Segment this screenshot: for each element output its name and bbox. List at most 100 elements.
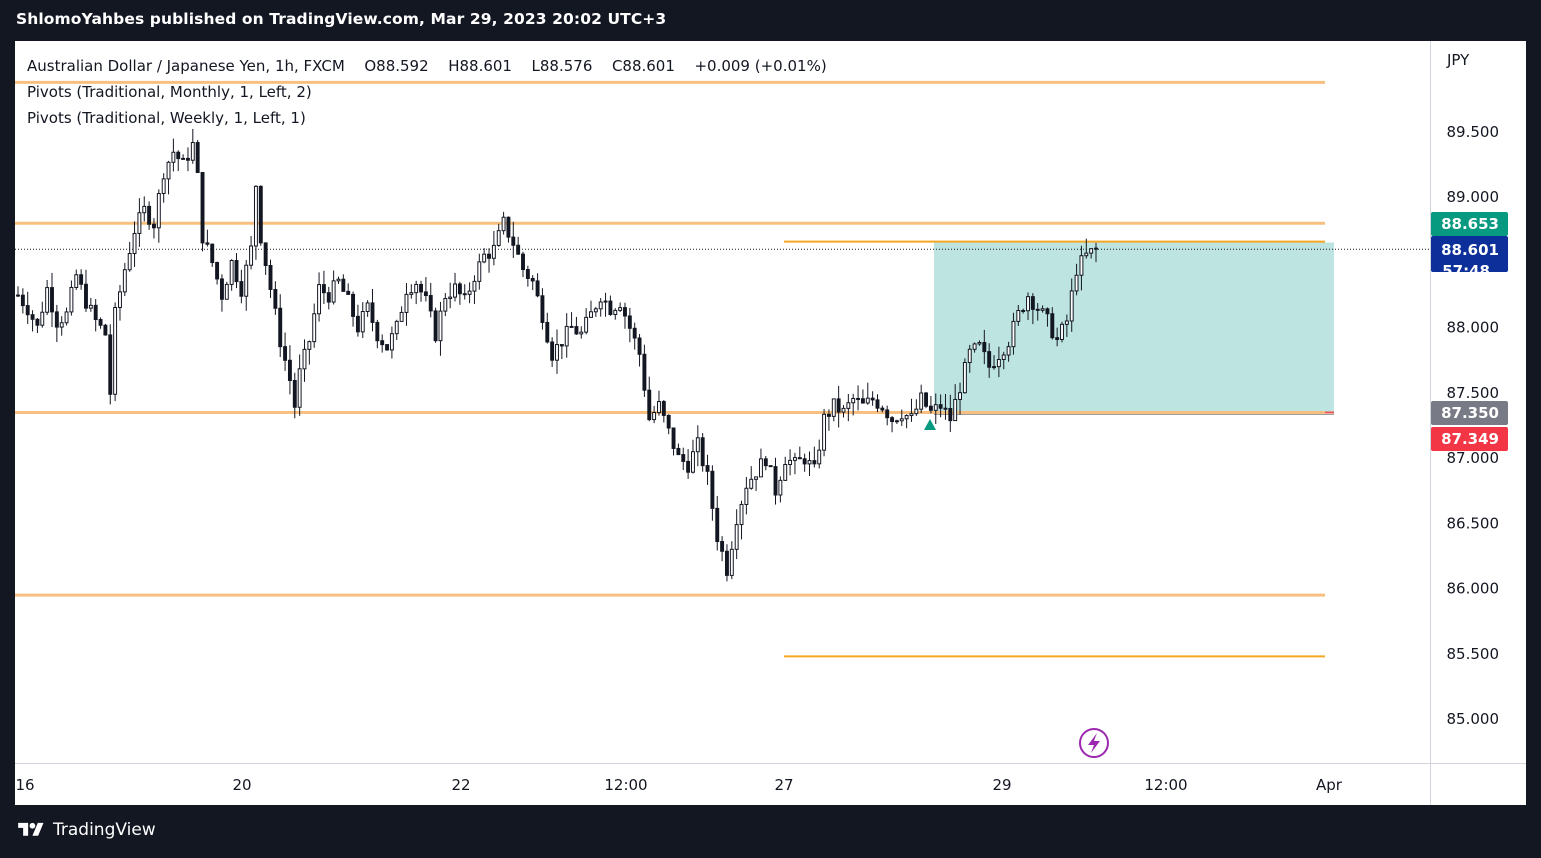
candle-body[interactable] <box>1001 354 1006 360</box>
candle-body[interactable] <box>462 293 467 296</box>
candle-body[interactable] <box>287 359 292 381</box>
candle-body[interactable] <box>297 368 302 408</box>
chart-panel[interactable]: Australian Dollar / Japanese Yen, 1h, FX… <box>15 41 1526 805</box>
candle-body[interactable] <box>831 398 836 417</box>
candle-body[interactable] <box>754 476 759 480</box>
candle-body[interactable] <box>710 470 715 509</box>
candle-body[interactable] <box>652 412 657 421</box>
candle-body[interactable] <box>700 437 705 467</box>
candle-body[interactable] <box>482 253 487 263</box>
candle-body[interactable] <box>1060 323 1064 340</box>
candle-body[interactable] <box>841 407 846 413</box>
candle-body[interactable] <box>768 465 773 468</box>
candle-body[interactable] <box>802 458 807 465</box>
candle-body[interactable] <box>686 460 691 473</box>
candle-body[interactable] <box>224 283 229 300</box>
candle-body[interactable] <box>244 264 249 297</box>
candle-body[interactable] <box>88 304 93 309</box>
candle-body[interactable] <box>1045 308 1050 315</box>
candle-body[interactable] <box>1089 248 1094 254</box>
candle-body[interactable] <box>846 402 851 409</box>
candle-body[interactable] <box>681 454 686 462</box>
candle-body[interactable] <box>79 274 84 285</box>
candle-body[interactable] <box>1055 337 1060 340</box>
candle-body[interactable] <box>351 293 356 317</box>
candle-body[interactable] <box>1021 309 1026 312</box>
candle-body[interactable] <box>389 333 394 351</box>
candle-body[interactable] <box>972 343 977 350</box>
candle-body[interactable] <box>1084 252 1089 257</box>
candle-body[interactable] <box>958 392 962 400</box>
candle-body[interactable] <box>496 230 501 246</box>
candle-body[interactable] <box>103 324 108 336</box>
candle-body[interactable] <box>584 316 589 333</box>
candle-body[interactable] <box>1035 308 1040 311</box>
candle-body[interactable] <box>205 242 210 245</box>
candle-body[interactable] <box>302 348 307 370</box>
candle-body[interactable] <box>521 253 525 271</box>
candle-body[interactable] <box>953 398 958 422</box>
candle-body[interactable] <box>404 293 409 313</box>
candle-body[interactable] <box>516 244 521 255</box>
indicator-legend-weekly[interactable]: Pivots (Traditional, Weekly, 1, Left, 1) <box>27 109 306 127</box>
candle-body[interactable] <box>506 216 511 238</box>
candle-body[interactable] <box>234 260 239 283</box>
candle-body[interactable] <box>924 392 929 407</box>
candle-body[interactable] <box>278 307 283 348</box>
candle-body[interactable] <box>603 300 608 303</box>
candle-body[interactable] <box>763 458 768 467</box>
candle-body[interactable] <box>758 458 763 478</box>
candle-body[interactable] <box>399 311 404 322</box>
candle-body[interactable] <box>724 550 729 576</box>
candle-body[interactable] <box>1079 255 1084 276</box>
candle-body[interactable] <box>836 398 841 413</box>
candle-body[interactable] <box>705 465 710 472</box>
candle-body[interactable] <box>637 337 642 355</box>
candle-body[interactable] <box>137 212 142 234</box>
candle-body[interactable] <box>851 397 856 404</box>
candle-body[interactable] <box>778 479 783 496</box>
candle-body[interactable] <box>1094 247 1098 250</box>
candle-body[interactable] <box>457 283 462 295</box>
candle-body[interactable] <box>84 283 88 309</box>
candle-body[interactable] <box>739 503 744 526</box>
candle-body[interactable] <box>428 295 433 312</box>
candle-body[interactable] <box>676 447 681 456</box>
candle-body[interactable] <box>720 541 725 552</box>
candle-body[interactable] <box>253 185 258 247</box>
candle-body[interactable] <box>574 326 579 335</box>
candle-body[interactable] <box>928 405 933 411</box>
candle-body[interactable] <box>273 288 278 309</box>
candle-body[interactable] <box>258 185 263 244</box>
candle-body[interactable] <box>1006 346 1011 356</box>
footer-brand[interactable]: TradingView <box>17 820 156 840</box>
candle-body[interactable] <box>550 341 555 361</box>
candle-body[interactable] <box>215 262 220 280</box>
indicator-legend-monthly[interactable]: Pivots (Traditional, Monthly, 1, Left, 2… <box>27 83 312 101</box>
candle-body[interactable] <box>283 346 288 361</box>
candle-body[interactable] <box>307 341 312 350</box>
candle-body[interactable] <box>666 414 671 429</box>
candle-body[interactable] <box>569 325 574 328</box>
candle-body[interactable] <box>1064 320 1069 325</box>
candle-body[interactable] <box>64 311 69 324</box>
candle-body[interactable] <box>74 274 79 288</box>
candle-body[interactable] <box>292 379 297 408</box>
candle-body[interactable] <box>579 331 584 335</box>
candle-body[interactable] <box>491 244 496 259</box>
candle-body[interactable] <box>113 306 118 395</box>
candle-body[interactable] <box>817 449 822 465</box>
candle-body[interactable] <box>394 320 399 335</box>
candle-body[interactable] <box>30 314 35 320</box>
candle-body[interactable] <box>987 351 992 368</box>
candle-body[interactable] <box>438 310 443 342</box>
candle-body[interactable] <box>899 418 904 422</box>
candle-body[interactable] <box>409 292 414 295</box>
candle-body[interactable] <box>54 311 59 328</box>
candle-body[interactable] <box>642 353 647 391</box>
candle-body[interactable] <box>448 296 453 300</box>
candle-body[interactable] <box>657 401 661 414</box>
candle-body[interactable] <box>142 205 147 214</box>
candle-body[interactable] <box>16 294 20 297</box>
